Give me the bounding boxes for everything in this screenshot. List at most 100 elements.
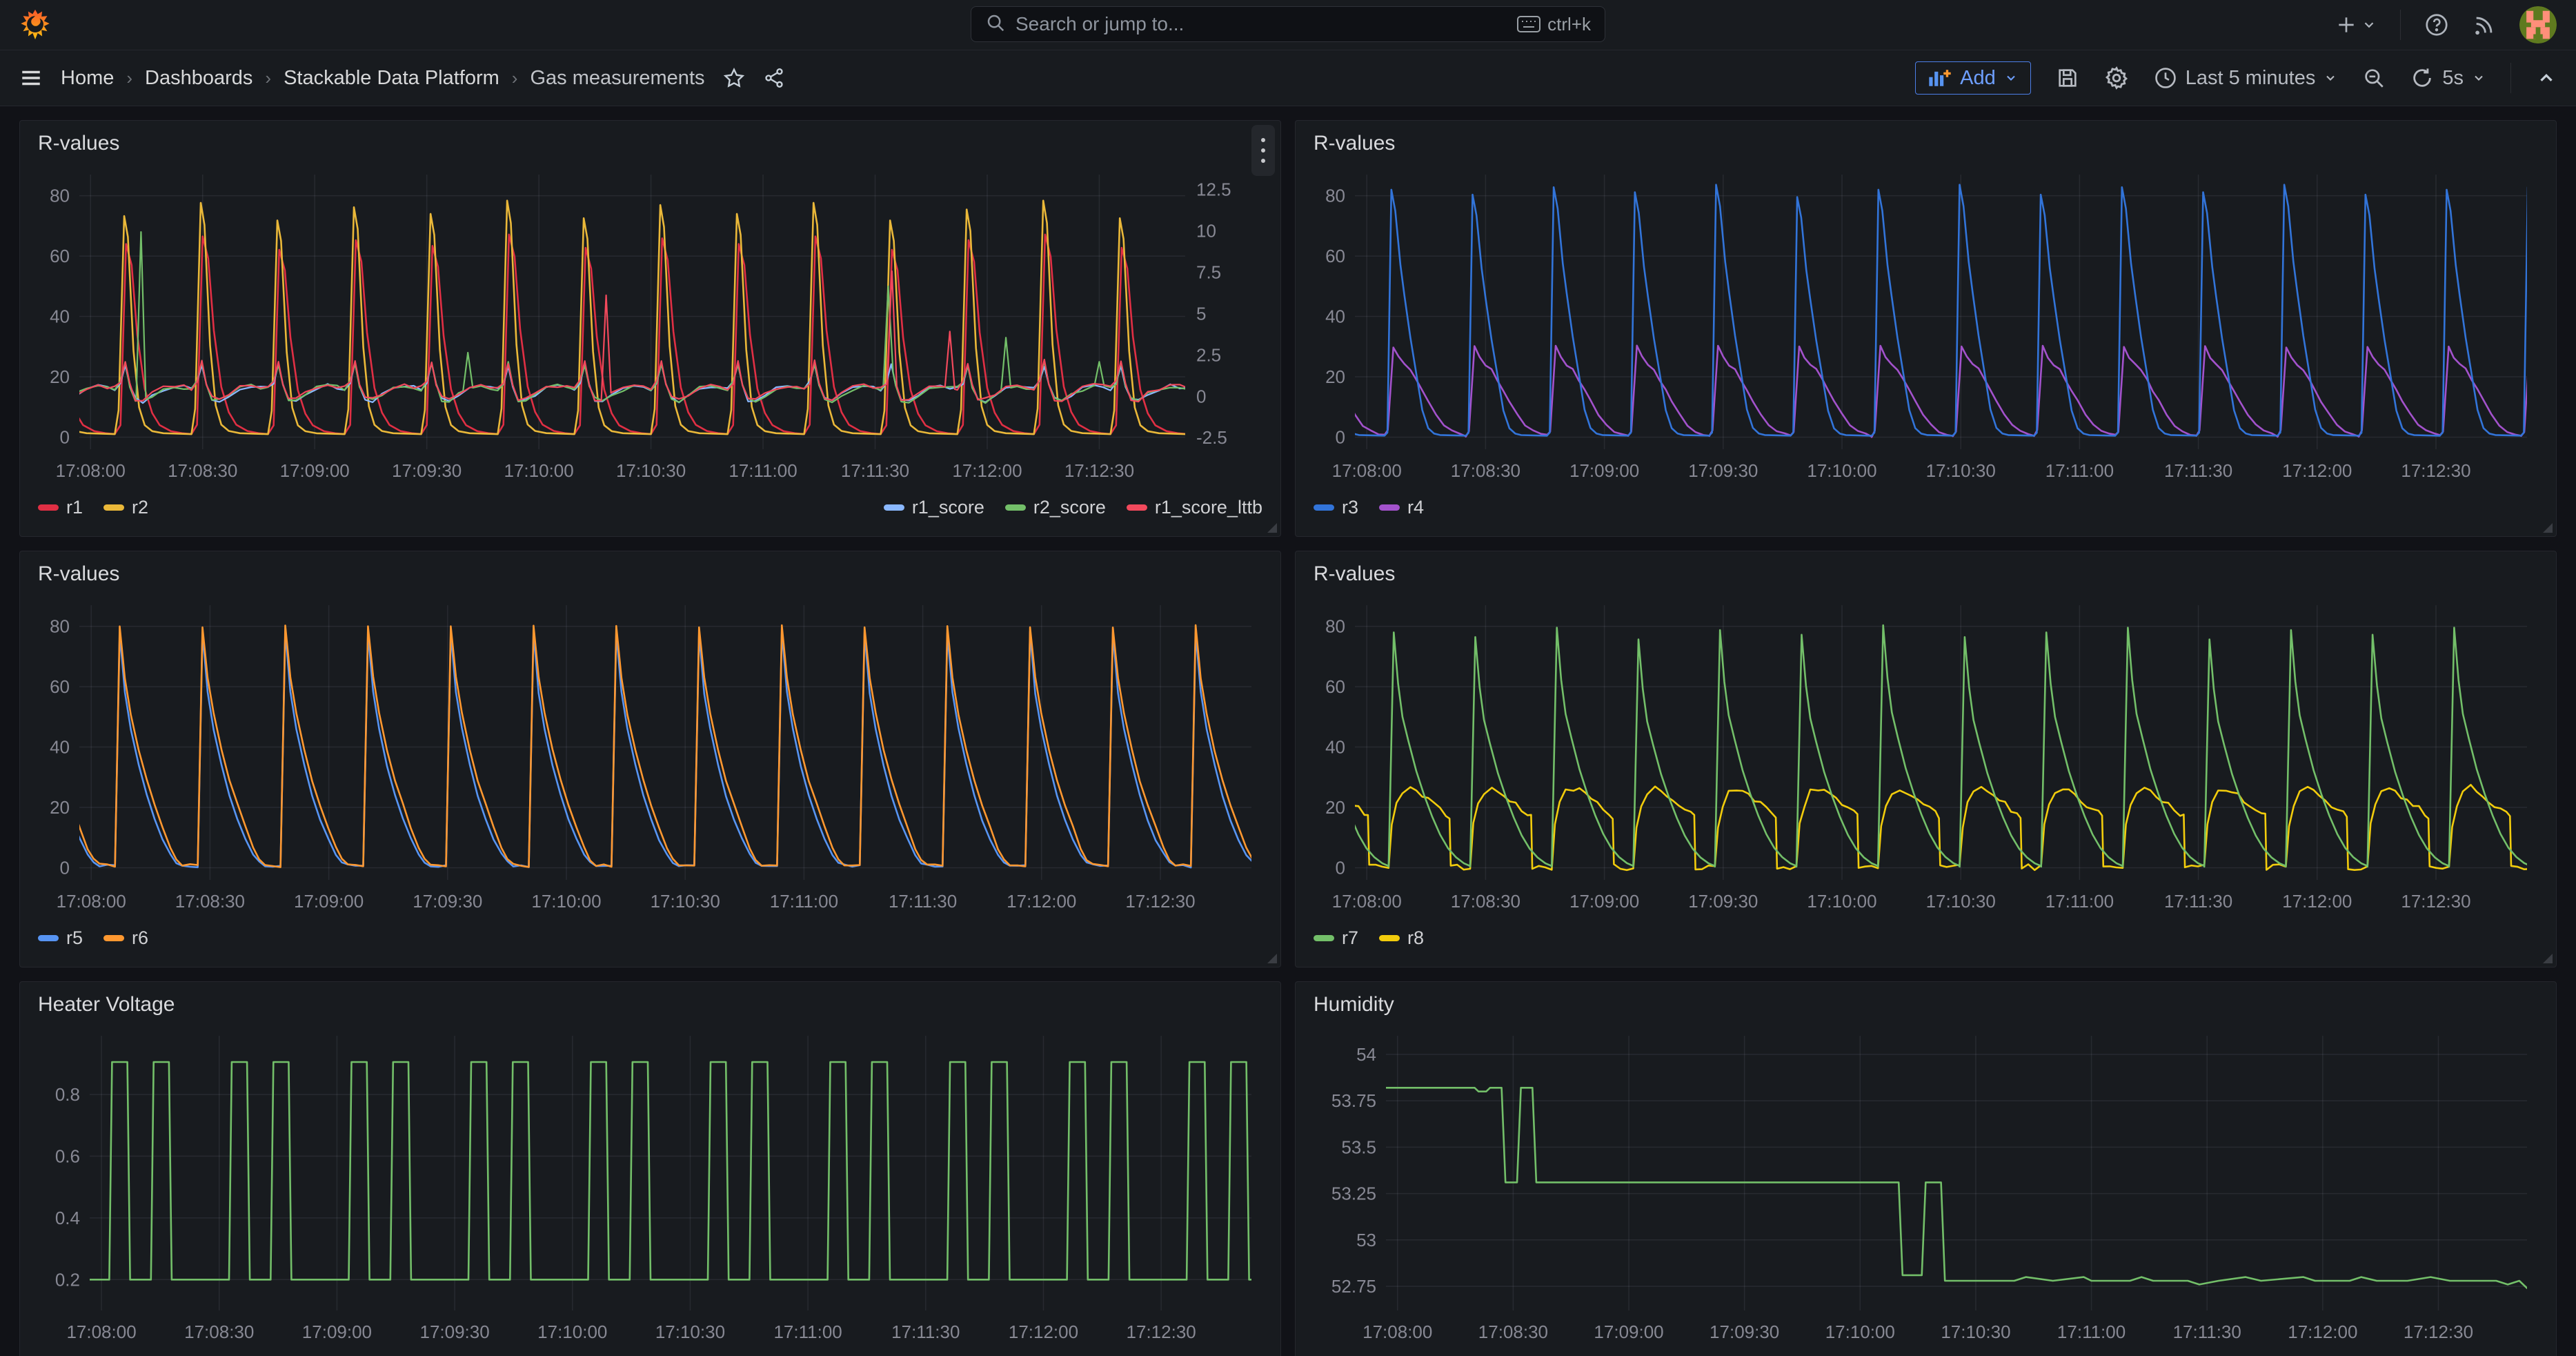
- save-icon: [2056, 66, 2079, 90]
- chevron-down-icon: [2361, 17, 2377, 32]
- breadcrumb-folder[interactable]: Stackable Data Platform: [284, 67, 499, 90]
- favorite-button[interactable]: [723, 67, 745, 89]
- panel-title[interactable]: R-values: [38, 562, 119, 586]
- breadcrumb-current: Gas measurements: [530, 67, 704, 90]
- legend-swatch: [1127, 504, 1147, 511]
- panel-title[interactable]: R-values: [38, 132, 119, 155]
- legend-item-r1[interactable]: r1: [38, 497, 83, 518]
- legend-swatch: [103, 504, 124, 511]
- svg-text:-2.5: -2.5: [1196, 427, 1227, 448]
- legend-item-r6[interactable]: r6: [103, 927, 148, 949]
- zoom-out-button[interactable]: [2362, 66, 2386, 90]
- svg-text:80: 80: [1325, 616, 1345, 637]
- svg-text:17:10:00: 17:10:00: [537, 1321, 607, 1342]
- help-button[interactable]: [2424, 12, 2449, 37]
- legend-item-r1_score_lttb[interactable]: r1_score_lttb: [1127, 497, 1262, 518]
- shortcut-hint: ctrl+k: [1517, 14, 1591, 35]
- svg-text:17:09:00: 17:09:00: [1594, 1321, 1663, 1342]
- legend-item-r1_score[interactable]: r1_score: [884, 497, 984, 518]
- svg-text:17:11:30: 17:11:30: [2164, 891, 2232, 912]
- svg-text:53.25: 53.25: [1331, 1183, 1376, 1204]
- svg-text:17:10:30: 17:10:30: [1941, 1321, 2010, 1342]
- svg-text:17:11:30: 17:11:30: [841, 460, 909, 481]
- legend-item-r3[interactable]: r3: [1314, 497, 1358, 518]
- chart-canvas[interactable]: 0.20.40.60.817:08:0017:08:3017:09:0017:0…: [34, 1028, 1267, 1346]
- search-placeholder: Search or jump to...: [1015, 13, 1507, 35]
- panel-title[interactable]: R-values: [1314, 132, 1395, 155]
- svg-text:60: 60: [1325, 676, 1345, 697]
- svg-text:2.5: 2.5: [1196, 344, 1221, 365]
- svg-text:17:08:30: 17:08:30: [1478, 1321, 1548, 1342]
- keyboard-icon: [1517, 15, 1540, 33]
- svg-text:60: 60: [1325, 246, 1345, 266]
- user-avatar[interactable]: [2519, 6, 2557, 43]
- legend-item-r7[interactable]: r7: [1314, 927, 1358, 949]
- panel-r-values: R-values 02040608017:08:0017:08:3017:09:…: [1295, 551, 2557, 967]
- panel-r-values: R-values 02040608017:08:0017:08:3017:09:…: [19, 551, 1281, 967]
- panel-title[interactable]: Humidity: [1314, 993, 1394, 1016]
- legend-item-r2[interactable]: r2: [103, 497, 148, 518]
- svg-text:17:09:30: 17:09:30: [392, 460, 462, 481]
- add-panel-button[interactable]: Add: [1915, 61, 2031, 95]
- svg-text:17:09:00: 17:09:00: [1569, 460, 1639, 481]
- svg-text:53: 53: [1356, 1230, 1376, 1250]
- svg-text:0: 0: [1336, 858, 1345, 878]
- svg-text:60: 60: [50, 246, 70, 266]
- legend: r3 r4: [1309, 485, 2542, 525]
- legend-item-r5[interactable]: r5: [38, 927, 83, 949]
- svg-text:0: 0: [1196, 386, 1206, 406]
- legend-item-r2_score[interactable]: r2_score: [1005, 497, 1106, 518]
- svg-text:17:12:00: 17:12:00: [952, 460, 1022, 481]
- svg-text:0: 0: [60, 427, 70, 448]
- chart-canvas[interactable]: 020406080-2.502.557.51012.517:08:0017:08…: [34, 166, 1267, 485]
- chart-canvas[interactable]: 02040608017:08:0017:08:3017:09:0017:09:3…: [34, 597, 1267, 916]
- dashboard-settings-button[interactable]: [2104, 66, 2129, 90]
- help-icon: [2424, 12, 2449, 37]
- legend-item-r4[interactable]: r4: [1379, 497, 1424, 518]
- chart-canvas[interactable]: 02040608017:08:0017:08:3017:09:0017:09:3…: [1309, 166, 2542, 485]
- panel-title[interactable]: Heater Voltage: [38, 993, 175, 1016]
- svg-text:17:10:30: 17:10:30: [1926, 460, 1996, 481]
- svg-text:80: 80: [50, 186, 70, 206]
- legend-item-r8[interactable]: r8: [1379, 927, 1424, 949]
- svg-text:53.75: 53.75: [1331, 1090, 1376, 1111]
- grafana-logo[interactable]: [19, 9, 51, 41]
- svg-text:17:11:00: 17:11:00: [2057, 1321, 2126, 1342]
- svg-text:17:09:30: 17:09:30: [1710, 1321, 1779, 1342]
- panel-title[interactable]: R-values: [1314, 562, 1395, 586]
- svg-text:17:11:00: 17:11:00: [2045, 891, 2114, 912]
- svg-text:17:12:00: 17:12:00: [2288, 1321, 2357, 1342]
- svg-text:17:08:00: 17:08:00: [1332, 460, 1402, 481]
- svg-text:17:08:00: 17:08:00: [66, 1321, 136, 1342]
- time-range-picker[interactable]: Last 5 minutes: [2154, 66, 2338, 90]
- svg-text:17:10:00: 17:10:00: [1807, 460, 1876, 481]
- divider: [2510, 63, 2511, 93]
- legend: r7 r8: [1309, 916, 2542, 956]
- mega-menu-button[interactable]: [19, 66, 43, 90]
- chevron-up-icon: [2536, 68, 2557, 88]
- share-button[interactable]: [763, 67, 785, 89]
- svg-text:17:12:30: 17:12:30: [1064, 460, 1134, 481]
- star-icon: [723, 67, 745, 89]
- svg-text:60: 60: [50, 676, 70, 697]
- breadcrumb-dashboards[interactable]: Dashboards: [145, 67, 252, 90]
- svg-text:17:11:30: 17:11:30: [889, 891, 957, 912]
- collapse-toolbar-button[interactable]: [2536, 68, 2557, 88]
- refresh-picker[interactable]: 5s: [2410, 66, 2486, 90]
- svg-text:40: 40: [50, 737, 70, 758]
- search-input[interactable]: Search or jump to... ctrl+k: [971, 6, 1605, 42]
- svg-text:17:12:30: 17:12:30: [1127, 1321, 1196, 1342]
- gear-icon: [2104, 66, 2129, 90]
- zoom-out-icon: [2362, 66, 2386, 90]
- svg-text:52.75: 52.75: [1331, 1276, 1376, 1297]
- breadcrumb-home[interactable]: Home: [61, 67, 114, 90]
- chart-canvas[interactable]: 52.755353.2553.553.755417:08:0017:08:301…: [1309, 1028, 2542, 1346]
- svg-text:10: 10: [1196, 221, 1216, 242]
- legend-swatch: [1379, 504, 1400, 511]
- news-button[interactable]: [2473, 13, 2496, 37]
- chart-canvas[interactable]: 02040608017:08:0017:08:3017:09:0017:09:3…: [1309, 597, 2542, 916]
- new-button[interactable]: [2335, 14, 2377, 36]
- save-dashboard-button[interactable]: [2056, 66, 2079, 90]
- svg-text:20: 20: [50, 797, 70, 818]
- legend-swatch: [1379, 935, 1400, 941]
